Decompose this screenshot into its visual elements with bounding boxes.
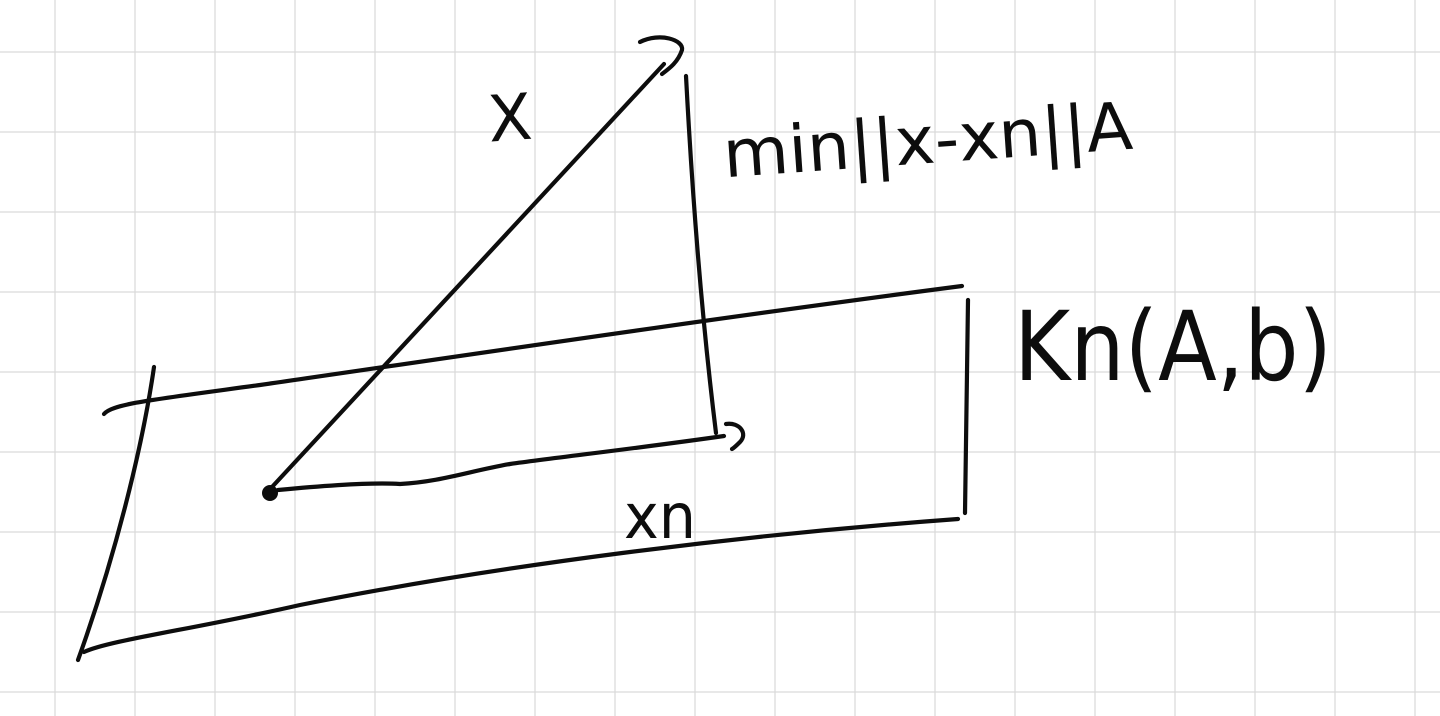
plane-left-edge [75, 364, 157, 663]
vector-x-arrowhead [637, 35, 685, 77]
plane-top-edge [101, 283, 965, 417]
error-line [683, 73, 719, 436]
vector-xn-arrowhead [723, 421, 746, 452]
origin-dot [262, 485, 278, 501]
label-subspace: Kn(A,b) [1014, 291, 1332, 403]
vector-x-shaft [269, 61, 667, 490]
plane-bottom-edge [81, 516, 961, 655]
label-x: X [486, 81, 535, 158]
vector-xn [275, 421, 746, 493]
label-objective: min||x-xn||A [721, 88, 1135, 193]
subspace-plane [75, 283, 971, 663]
label-xn: xn [624, 480, 696, 553]
plane-right-edge [962, 297, 971, 516]
vector-x [269, 35, 685, 490]
vector-xn-shaft [275, 433, 727, 493]
